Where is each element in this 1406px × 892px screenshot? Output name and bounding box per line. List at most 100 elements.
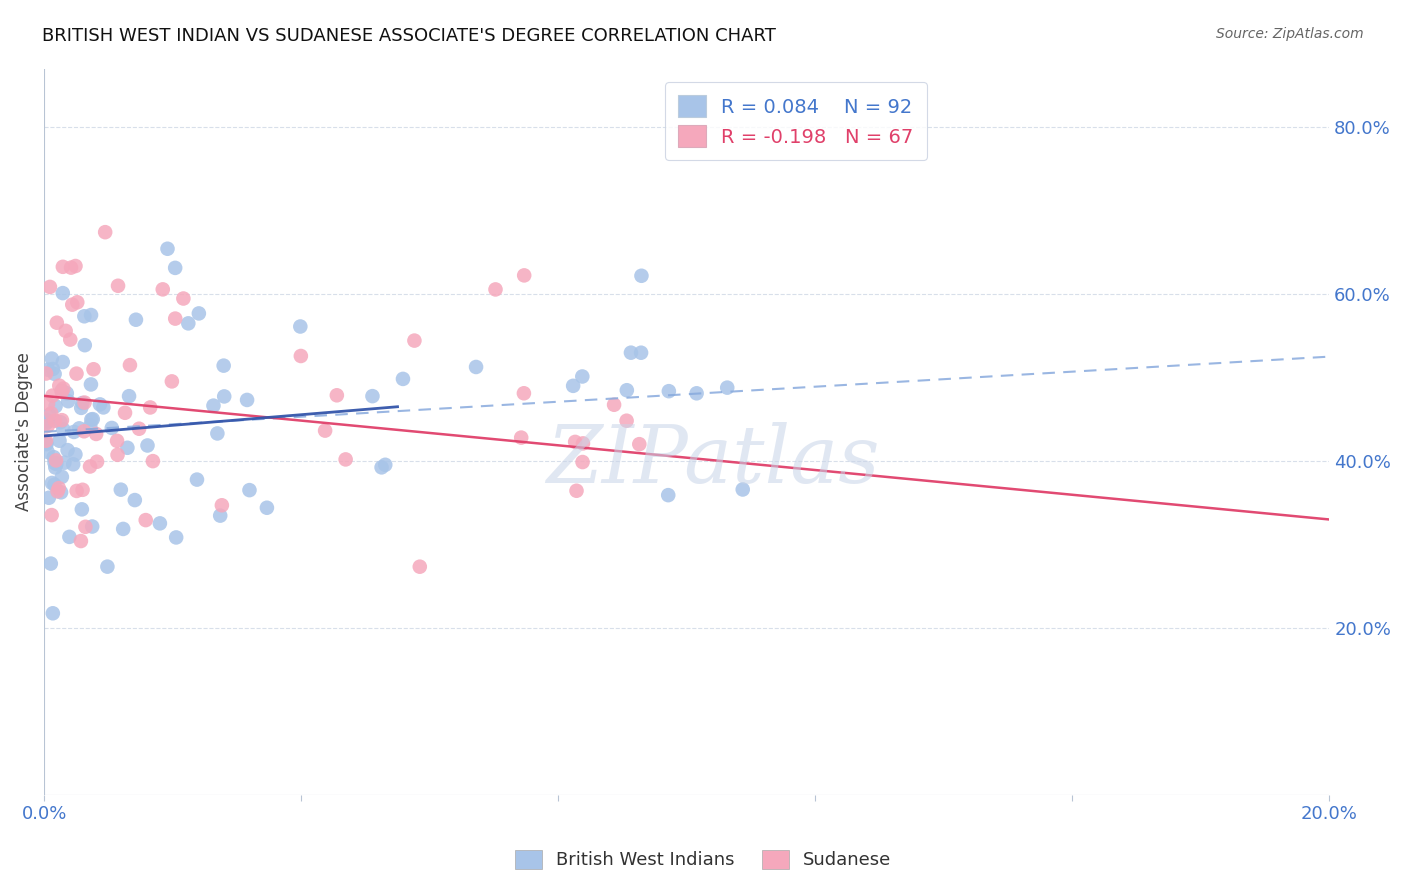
British West Indians [290, 319, 312, 334]
British West Indians [165, 531, 187, 545]
British West Indians [112, 522, 135, 536]
Sudanese [52, 382, 75, 396]
Sudanese [484, 282, 506, 296]
Sudanese [72, 483, 94, 497]
British West Indians [35, 417, 58, 431]
British West Indians [685, 386, 707, 401]
Sudanese [39, 280, 62, 294]
Sudanese [128, 422, 150, 436]
Sudanese [70, 534, 93, 549]
British West Indians [70, 502, 93, 516]
Sudanese [79, 459, 101, 474]
British West Indians [65, 447, 87, 461]
Sudanese [335, 452, 357, 467]
British West Indians [236, 392, 259, 407]
British West Indians [202, 399, 225, 413]
Sudanese [84, 426, 107, 441]
British West Indians [156, 242, 179, 256]
British West Indians [212, 389, 235, 403]
British West Indians [73, 310, 96, 324]
British West Indians [124, 493, 146, 508]
Legend: British West Indians, Sudanese: British West Indians, Sudanese [506, 841, 900, 879]
Sudanese [51, 384, 73, 399]
Sudanese [51, 413, 73, 427]
Sudanese [39, 406, 62, 420]
British West Indians [35, 437, 58, 451]
British West Indians [82, 412, 104, 426]
Sudanese [142, 454, 165, 468]
Sudanese [73, 395, 96, 409]
British West Indians [62, 457, 84, 471]
British West Indians [45, 457, 67, 471]
British West Indians [56, 443, 79, 458]
British West Indians [51, 384, 73, 398]
British West Indians [82, 519, 104, 533]
Sudanese [48, 378, 70, 392]
British West Indians [212, 359, 235, 373]
Sudanese [41, 508, 63, 522]
Sudanese [35, 434, 58, 448]
British West Indians [39, 557, 62, 571]
Sudanese [37, 418, 59, 433]
Sudanese [105, 434, 128, 448]
British West Indians [177, 317, 200, 331]
Sudanese [118, 358, 141, 372]
Sudanese [45, 316, 67, 330]
Sudanese [565, 483, 588, 498]
Sudanese [83, 362, 105, 376]
Sudanese [139, 401, 162, 415]
British West Indians [136, 438, 159, 452]
British West Indians [63, 425, 86, 439]
British West Indians [52, 286, 75, 301]
British West Indians [53, 456, 76, 470]
Sudanese [211, 498, 233, 512]
Sudanese [107, 448, 129, 462]
British West Indians [37, 414, 59, 428]
British West Indians [571, 369, 593, 384]
British West Indians [165, 260, 187, 275]
British West Indians [58, 394, 80, 409]
Sudanese [513, 386, 536, 401]
British West Indians [41, 351, 63, 366]
Text: ZIPatlas: ZIPatlas [546, 422, 879, 500]
British West Indians [48, 434, 70, 448]
British West Indians [73, 338, 96, 352]
British West Indians [716, 381, 738, 395]
British West Indians [51, 470, 73, 484]
British West Indians [374, 458, 396, 472]
British West Indians [80, 377, 103, 392]
Sudanese [60, 260, 83, 275]
British West Indians [52, 422, 75, 436]
Sudanese [571, 455, 593, 469]
British West Indians [42, 362, 65, 376]
British West Indians [238, 483, 260, 497]
Sudanese [404, 334, 426, 348]
British West Indians [42, 607, 65, 621]
British West Indians [118, 389, 141, 403]
British West Indians [67, 421, 90, 435]
Sudanese [314, 424, 336, 438]
British West Indians [93, 401, 115, 415]
Sudanese [65, 367, 87, 381]
British West Indians [37, 445, 59, 459]
Sudanese [152, 282, 174, 296]
British West Indians [96, 559, 118, 574]
British West Indians [79, 418, 101, 433]
Sudanese [160, 375, 183, 389]
British West Indians [361, 389, 384, 403]
British West Indians [44, 367, 66, 381]
Sudanese [603, 398, 626, 412]
British West Indians [56, 386, 79, 401]
Sudanese [55, 324, 77, 338]
Sudanese [59, 333, 82, 347]
British West Indians [49, 415, 72, 429]
Sudanese [135, 513, 157, 527]
British West Indians [465, 359, 488, 374]
British West Indians [37, 363, 59, 377]
British West Indians [392, 372, 415, 386]
British West Indians [101, 421, 124, 435]
Sudanese [44, 414, 66, 428]
Sudanese [616, 414, 638, 428]
Sudanese [66, 295, 89, 310]
British West Indians [149, 516, 172, 531]
